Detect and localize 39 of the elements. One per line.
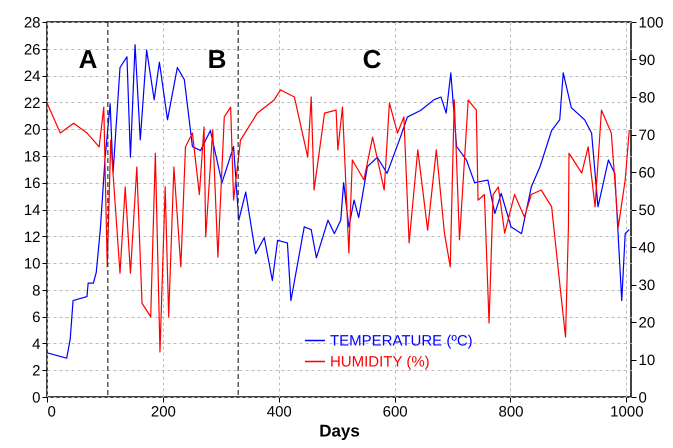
x-tick-label: 1000 xyxy=(610,404,644,420)
y-tick-label: 24 xyxy=(24,68,40,86)
legend-label: HUMIDITY (%) xyxy=(330,354,430,370)
legend-label: TEMPERATURE (ºC) xyxy=(330,332,473,350)
y2-tick-label: 40 xyxy=(638,240,656,256)
y-tick-label: 6 xyxy=(32,309,40,326)
annotation: B xyxy=(208,44,226,74)
y-tick-label: 22 xyxy=(24,94,40,112)
y-tick-label: 10 xyxy=(24,256,40,273)
annotation: A xyxy=(78,44,98,74)
y-tick-label: 26 xyxy=(24,41,40,58)
y-tick-label: 18 xyxy=(24,148,40,166)
y2-tick-label: 90 xyxy=(638,52,656,69)
y-tick-label: 14 xyxy=(24,202,40,219)
y2-tick-label: 60 xyxy=(638,164,656,182)
x-tick-label: 0 xyxy=(48,404,56,420)
x-axis-title: Days xyxy=(319,422,360,440)
y-tick-label: 20 xyxy=(24,122,40,139)
y-tick-label: 2 xyxy=(32,362,40,380)
y2-tick-label: 0 xyxy=(638,390,647,406)
x-tick-label: 400 xyxy=(266,404,292,420)
y2-tick-label: 10 xyxy=(638,352,656,369)
x-tick-label: 600 xyxy=(382,404,408,420)
y-tick-label: 8 xyxy=(32,282,40,300)
y2-tick-label: 70 xyxy=(638,127,656,144)
y2-tick-label: 100 xyxy=(638,14,664,32)
y-tick-label: 16 xyxy=(24,175,40,192)
y2-tick-label: 30 xyxy=(638,277,656,294)
line-series xyxy=(47,89,630,353)
y-tick-label: 4 xyxy=(32,336,40,353)
x-tick-label: 800 xyxy=(498,404,524,420)
y-tick-label: 28 xyxy=(24,14,40,32)
y-tick-label: 0 xyxy=(32,390,40,406)
y2-tick-label: 80 xyxy=(638,90,656,106)
y-tick-label: 12 xyxy=(24,228,40,246)
annotation: C xyxy=(362,44,382,74)
y2-tick-label: 50 xyxy=(638,202,656,219)
x-tick-label: 200 xyxy=(150,404,176,420)
y2-tick-label: 20 xyxy=(638,314,656,332)
